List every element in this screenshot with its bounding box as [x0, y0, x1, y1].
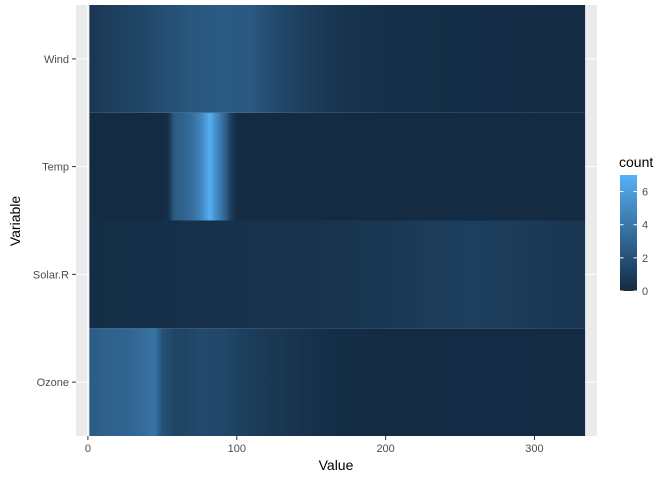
legend-breaks: 0 2 4 6	[620, 187, 648, 298]
x-tick-label: 300	[525, 443, 543, 455]
legend-break-label: 2	[642, 253, 648, 265]
x-tick-label: 200	[376, 443, 394, 455]
x-axis-title: Value	[319, 457, 354, 473]
legend-break-label: 0	[642, 286, 648, 298]
legend-break-label: 6	[642, 187, 648, 199]
x-tick-label: 0	[85, 443, 91, 455]
heatmap-row-temp	[89, 112, 586, 221]
legend-title: count	[619, 154, 653, 170]
x-axis-ticks: 0 100 200 300	[85, 436, 544, 455]
y-tick-label: Solar.R	[33, 269, 69, 281]
legend-break-label: 4	[642, 220, 648, 232]
heatmap-row-solar-r	[89, 220, 586, 329]
y-axis-title: Variable	[7, 196, 23, 247]
legend-colorbar	[620, 175, 637, 291]
legend: count 0 2 4 6	[619, 154, 653, 298]
y-tick-label: Ozone	[37, 377, 69, 389]
x-tick-label: 100	[228, 443, 246, 455]
heatmap-row-ozone	[89, 328, 586, 436]
y-tick-label: Temp	[42, 162, 69, 174]
heatmap-row-wind	[89, 5, 586, 113]
y-tick-label: Wind	[44, 54, 69, 66]
heatmap-tiles	[89, 5, 586, 436]
y-axis-ticks: Ozone Solar.R Temp Wind	[33, 54, 76, 389]
